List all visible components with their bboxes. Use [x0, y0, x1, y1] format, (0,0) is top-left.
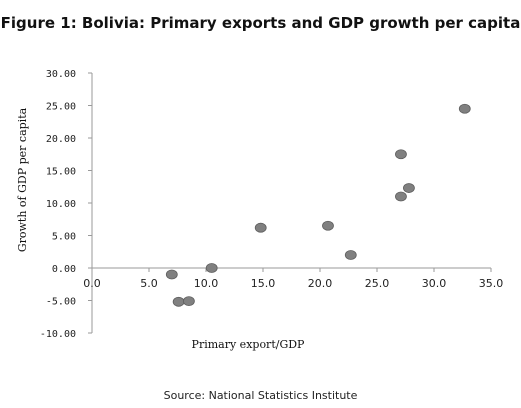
x-tick-label: 30.0 [422, 277, 447, 290]
chart-axes [91, 73, 491, 333]
y-tick-label: 0.00 [52, 264, 76, 275]
y-axis-title: Growth of GDP per capita [16, 107, 29, 252]
data-point [254, 222, 267, 233]
y-tick-label: 15.00 [46, 167, 76, 178]
source-note: Source: National Statistics Institute [163, 389, 358, 402]
y-tick-label: 10.00 [46, 199, 76, 210]
data-point [322, 220, 334, 231]
x-tick-label: 10.0 [194, 277, 219, 290]
figure-title: Figure 1: Bolivia: Primary exports and G… [0, 14, 521, 32]
data-point [344, 250, 357, 260]
x-axis-title: Primary export/GDP [192, 338, 306, 351]
x-tick-label: 20.0 [308, 277, 333, 290]
x-tick-label: 35.0 [479, 277, 504, 290]
x-tick-label: 0.0 [83, 277, 101, 290]
data-points [165, 103, 471, 307]
x-tick-label: 5.0 [140, 277, 158, 290]
y-axis-ticks: 30.00 25.00 20.00 15.00 10.00 5.00 0.00 -5.00 -1… [40, 69, 92, 340]
x-tick-label: 25.0 [365, 277, 390, 290]
data-point [395, 149, 407, 160]
data-point [205, 263, 218, 273]
y-tick-label: 20.00 [46, 134, 76, 145]
y-tick-label: -10.00 [40, 329, 76, 340]
x-axis-ticks: 0.0 5.0 10.0 15.0 20.0 25.0 30.0 35.0 [83, 268, 503, 290]
data-point [458, 103, 471, 114]
y-tick-label: 30.00 [46, 69, 76, 80]
y-tick-label: 5.00 [52, 232, 76, 243]
y-tick-label: -5.00 [46, 297, 76, 308]
data-point [395, 191, 407, 202]
data-point [165, 269, 178, 280]
data-point [182, 296, 195, 307]
data-point [172, 296, 185, 307]
y-tick-label: 25.00 [46, 102, 76, 113]
data-point [403, 183, 415, 193]
x-tick-label: 15.0 [251, 277, 276, 290]
